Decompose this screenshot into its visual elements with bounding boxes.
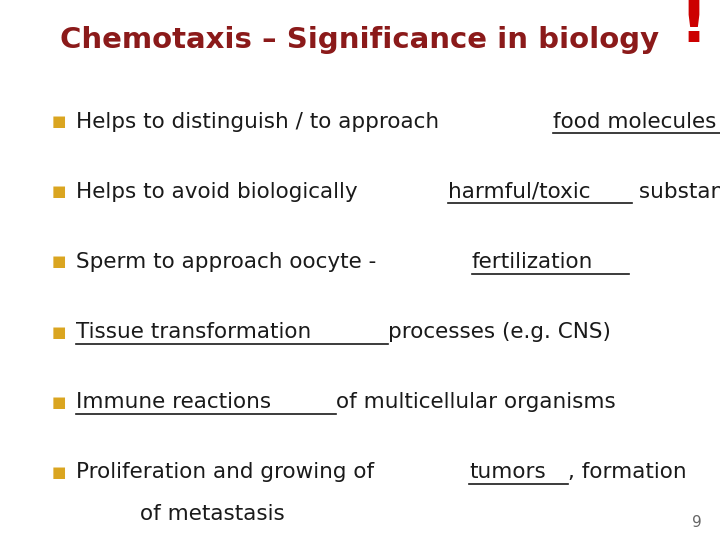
Text: of metastasis: of metastasis	[140, 504, 285, 524]
Text: harmful/toxic: harmful/toxic	[448, 181, 590, 202]
Text: Proliferation and growing of: Proliferation and growing of	[76, 462, 381, 483]
Text: ■: ■	[52, 184, 66, 199]
Text: Immune reactions: Immune reactions	[76, 392, 278, 413]
Text: substances: substances	[631, 181, 720, 202]
Text: ■: ■	[52, 254, 66, 269]
Text: , formation: , formation	[568, 462, 687, 483]
Text: fertilization: fertilization	[472, 252, 593, 272]
Text: 9: 9	[692, 515, 702, 530]
Text: tumors: tumors	[469, 462, 546, 483]
Text: of multicellular organisms: of multicellular organisms	[336, 392, 616, 413]
Text: ■: ■	[52, 465, 66, 480]
Text: ■: ■	[52, 114, 66, 129]
Text: !: !	[680, 0, 707, 56]
Text: Helps to avoid biologically: Helps to avoid biologically	[76, 181, 364, 202]
Text: Chemotaxis – Significance in biology: Chemotaxis – Significance in biology	[60, 26, 660, 55]
Text: Sperm to approach oocyte -: Sperm to approach oocyte -	[76, 252, 383, 272]
Text: food molecules: food molecules	[553, 111, 716, 132]
Text: Tissue transformation: Tissue transformation	[76, 322, 318, 342]
Text: processes (e.g. CNS): processes (e.g. CNS)	[388, 322, 611, 342]
Text: ■: ■	[52, 325, 66, 340]
Text: ■: ■	[52, 395, 66, 410]
Text: Helps to distinguish / to approach: Helps to distinguish / to approach	[76, 111, 446, 132]
